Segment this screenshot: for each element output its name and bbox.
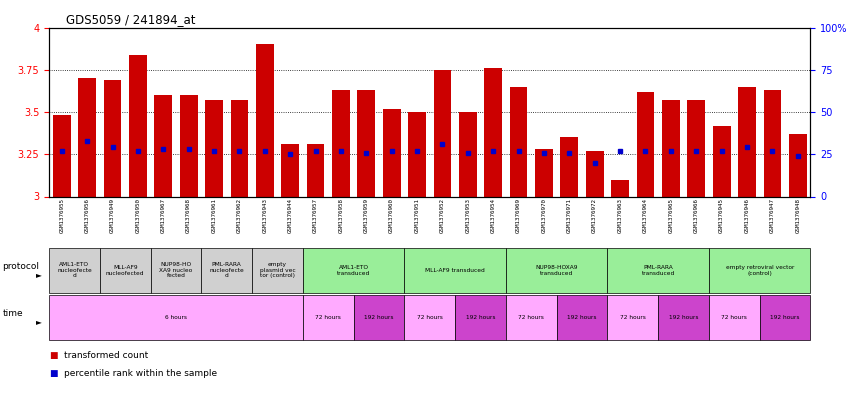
- Text: ■: ■: [49, 369, 58, 378]
- Bar: [788, 134, 806, 196]
- Bar: [78, 78, 96, 196]
- Text: empty retroviral vector
(control): empty retroviral vector (control): [726, 265, 794, 275]
- Text: 6 hours: 6 hours: [165, 315, 187, 320]
- Text: GSM1376947: GSM1376947: [770, 198, 775, 233]
- Text: empty
plasmid vec
tor (control): empty plasmid vec tor (control): [260, 262, 295, 279]
- Text: GSM1376943: GSM1376943: [262, 198, 267, 233]
- Bar: [662, 100, 679, 196]
- Bar: [433, 70, 451, 196]
- Text: GSM1376964: GSM1376964: [643, 198, 648, 233]
- Bar: [179, 95, 198, 196]
- Text: GSM1376972: GSM1376972: [592, 198, 597, 233]
- Bar: [205, 100, 223, 196]
- Text: ►: ►: [36, 270, 42, 279]
- Text: 72 hours: 72 hours: [519, 315, 544, 320]
- Bar: [687, 100, 705, 196]
- Text: GSM1376946: GSM1376946: [744, 198, 750, 233]
- Bar: [535, 149, 552, 196]
- Text: GSM1376971: GSM1376971: [567, 198, 572, 233]
- Text: 72 hours: 72 hours: [417, 315, 442, 320]
- Bar: [357, 90, 375, 196]
- Bar: [484, 68, 502, 196]
- Bar: [129, 55, 146, 196]
- Text: MLL-AF9
nucleofected: MLL-AF9 nucleofected: [106, 265, 145, 275]
- Text: GSM1376948: GSM1376948: [795, 198, 800, 233]
- Text: GSM1376952: GSM1376952: [440, 198, 445, 233]
- Bar: [738, 86, 755, 196]
- Bar: [103, 80, 122, 196]
- Bar: [52, 116, 70, 196]
- Text: 192 hours: 192 hours: [771, 315, 799, 320]
- Text: GSM1376949: GSM1376949: [110, 198, 115, 233]
- Text: MLL-AF9 transduced: MLL-AF9 transduced: [426, 268, 485, 273]
- Text: 72 hours: 72 hours: [316, 315, 341, 320]
- Text: GSM1376945: GSM1376945: [719, 198, 724, 233]
- Text: GSM1376965: GSM1376965: [668, 198, 673, 233]
- Text: GSM1376958: GSM1376958: [338, 198, 343, 233]
- Bar: [763, 90, 781, 196]
- Text: GSM1376970: GSM1376970: [541, 198, 547, 233]
- Bar: [636, 92, 654, 196]
- Bar: [459, 112, 477, 196]
- Bar: [509, 86, 527, 196]
- Bar: [611, 180, 629, 196]
- Text: GSM1376944: GSM1376944: [288, 198, 293, 233]
- Bar: [712, 125, 730, 196]
- Text: AML1-ETO
transduced: AML1-ETO transduced: [337, 265, 371, 275]
- Bar: [332, 90, 349, 196]
- Bar: [408, 112, 426, 196]
- Text: GSM1376963: GSM1376963: [618, 198, 623, 233]
- Text: transformed count: transformed count: [64, 351, 149, 360]
- Text: GSM1376957: GSM1376957: [313, 198, 318, 233]
- Bar: [382, 108, 400, 196]
- Text: 192 hours: 192 hours: [466, 315, 495, 320]
- Text: NUP98-HO
XA9 nucleo
fected: NUP98-HO XA9 nucleo fected: [159, 262, 193, 279]
- Bar: [230, 100, 249, 196]
- Text: GSM1376953: GSM1376953: [465, 198, 470, 233]
- Text: GSM1376969: GSM1376969: [516, 198, 521, 233]
- Text: percentile rank within the sample: percentile rank within the sample: [64, 369, 217, 378]
- Text: AML1-ETO
nucleofecte
d: AML1-ETO nucleofecte d: [57, 262, 92, 279]
- Text: GSM1376951: GSM1376951: [415, 198, 420, 233]
- Text: GSM1376960: GSM1376960: [389, 198, 394, 233]
- Text: ►: ►: [36, 317, 42, 326]
- Bar: [560, 137, 578, 196]
- Bar: [281, 144, 299, 196]
- Text: GSM1376954: GSM1376954: [491, 198, 496, 233]
- Bar: [154, 95, 172, 196]
- Bar: [255, 44, 273, 196]
- Text: GSM1376968: GSM1376968: [186, 198, 191, 233]
- Text: 192 hours: 192 hours: [365, 315, 393, 320]
- Text: ■: ■: [49, 351, 58, 360]
- Text: GSM1376961: GSM1376961: [212, 198, 217, 233]
- Text: PML-RARA
nucleofecte
d: PML-RARA nucleofecte d: [209, 262, 244, 279]
- Text: GSM1376955: GSM1376955: [59, 198, 64, 233]
- Text: time: time: [3, 309, 23, 318]
- Text: PML-RARA
transduced: PML-RARA transduced: [641, 265, 675, 275]
- Bar: [306, 144, 324, 196]
- Text: GSM1376950: GSM1376950: [135, 198, 140, 233]
- Text: GSM1376967: GSM1376967: [161, 198, 166, 233]
- Text: 72 hours: 72 hours: [620, 315, 645, 320]
- Text: GSM1376956: GSM1376956: [85, 198, 90, 233]
- Text: 192 hours: 192 hours: [669, 315, 698, 320]
- Text: NUP98-HOXA9
transduced: NUP98-HOXA9 transduced: [536, 265, 578, 275]
- Text: protocol: protocol: [3, 262, 40, 271]
- Text: 72 hours: 72 hours: [722, 315, 747, 320]
- Text: GSM1376966: GSM1376966: [694, 198, 699, 233]
- Text: GSM1376959: GSM1376959: [364, 198, 369, 233]
- Text: GSM1376962: GSM1376962: [237, 198, 242, 233]
- Text: 192 hours: 192 hours: [568, 315, 596, 320]
- Text: GDS5059 / 241894_at: GDS5059 / 241894_at: [66, 13, 195, 26]
- Bar: [585, 151, 603, 196]
